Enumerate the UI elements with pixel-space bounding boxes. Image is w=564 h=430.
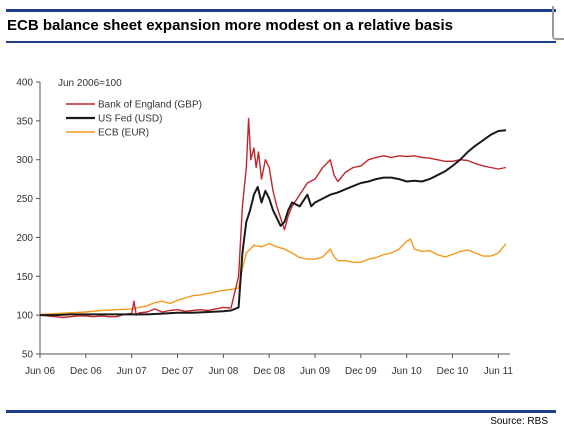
y-tick-label: 300 — [16, 155, 33, 166]
series-line-0 — [39, 117, 507, 319]
y-tick-label: 50 — [22, 350, 34, 361]
series-line-2 — [39, 238, 507, 316]
legend-label-1: US Fed (USD) — [98, 114, 162, 125]
title-rule — [6, 41, 556, 43]
y-tick-label: 100 — [16, 311, 33, 322]
chart-title: ECB balance sheet expansion more modest … — [7, 17, 453, 34]
x-tick-label: Dec 07 — [162, 366, 194, 377]
x-tick-label: Jun 10 — [392, 366, 422, 377]
y-tick-label: 350 — [16, 116, 33, 127]
x-tick-label: Jun 06 — [25, 366, 55, 377]
chart-legend: Bank of England (GBP) US Fed (USD) ECB (EU… — [66, 100, 202, 139]
legend-label-0: Bank of England (GBP) — [98, 100, 202, 111]
x-tick-label: Jun 08 — [208, 366, 238, 377]
chart-note: Jun 2006=100 — [58, 78, 122, 89]
chart-axes: 50 100 150 200 250 300 350 400 Jun 06 Dec 06 Jun 0… — [16, 78, 513, 378]
x-tick-label: Dec 09 — [345, 366, 377, 377]
top-rule — [6, 9, 556, 12]
chart-svg: 50 100 150 200 250 300 350 400 Jun 06 Dec 06 Jun 0… — [16, 78, 513, 378]
legend-label-2: ECB (EUR) — [98, 128, 149, 139]
x-tick-label: Jun 11 — [484, 366, 514, 377]
chart-lines — [39, 117, 507, 319]
y-tick-label: 200 — [16, 233, 33, 244]
x-tick-label: Dec 10 — [437, 366, 469, 377]
series-line-1 — [40, 129, 507, 317]
y-tick-label: 250 — [16, 194, 33, 205]
bottom-rule — [6, 410, 556, 413]
source-note: Source: RBS — [490, 416, 548, 427]
y-tick-label: 150 — [16, 272, 33, 283]
x-tick-label: Jun 09 — [300, 366, 330, 377]
y-tick-label: 400 — [16, 78, 33, 89]
x-tick-label: Dec 08 — [253, 366, 285, 377]
x-tick-label: Dec 06 — [70, 366, 102, 377]
corner-tab — [552, 6, 564, 40]
x-tick-label: Jun 07 — [117, 366, 147, 377]
